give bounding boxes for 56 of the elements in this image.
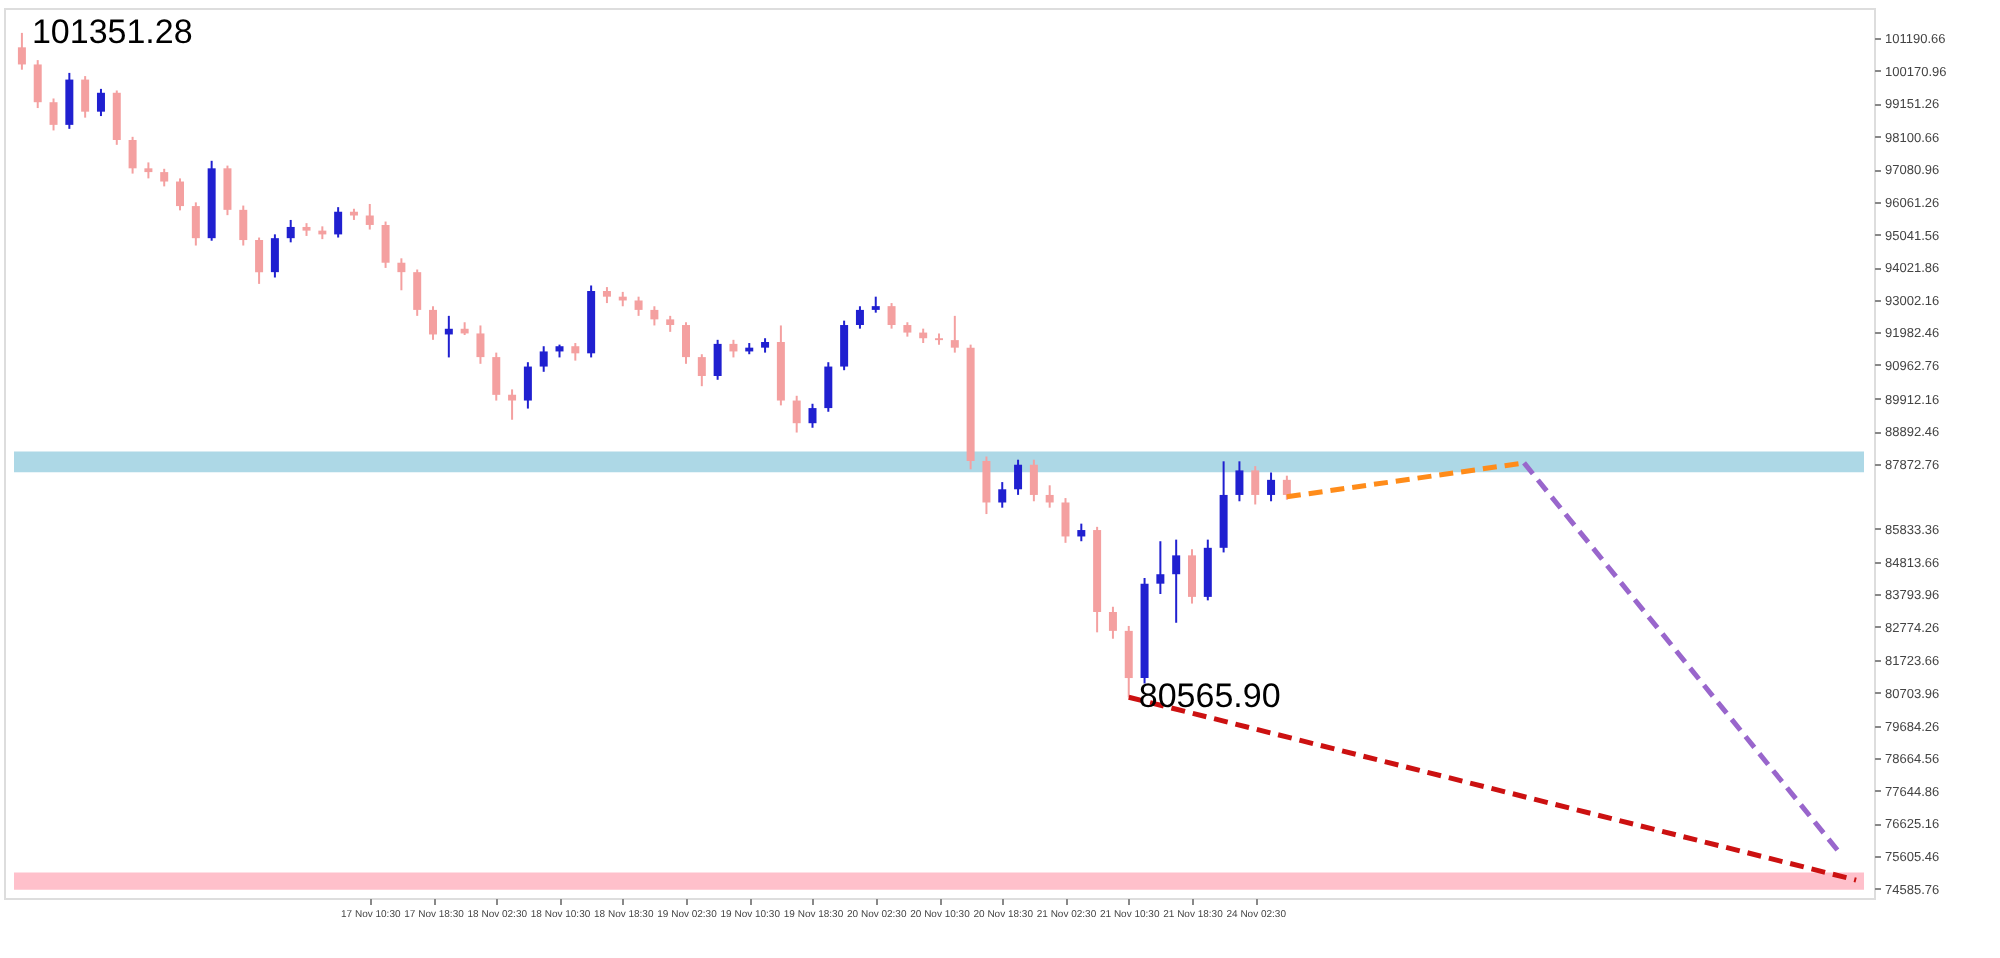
candlestick <box>998 481 1007 509</box>
candlestick <box>697 353 706 388</box>
candlestick <box>682 321 691 365</box>
candlestick <box>824 361 833 413</box>
candlestick <box>1061 497 1070 544</box>
candlestick <box>17 31 26 71</box>
candlestick <box>397 257 406 292</box>
candlestick <box>112 89 121 146</box>
candlestick <box>1172 538 1181 624</box>
annotation: 80565.90 <box>1138 677 1281 716</box>
candlestick <box>855 305 864 330</box>
candlestick <box>49 97 58 132</box>
candlestick <box>650 305 659 327</box>
candlestick <box>1251 465 1260 506</box>
candlestick <box>1235 460 1244 503</box>
candlestick <box>239 204 248 247</box>
candlestick <box>81 75 90 119</box>
annotation: 101351.28 <box>31 12 193 51</box>
candlestick <box>33 59 42 110</box>
candlestick <box>429 305 438 341</box>
candlestick <box>96 87 105 118</box>
candlestick <box>1029 458 1038 503</box>
candlestick <box>508 388 517 421</box>
candlestick <box>223 164 232 217</box>
candlestick <box>191 201 200 247</box>
candlestick <box>176 177 185 212</box>
candlestick <box>982 455 991 516</box>
candlestick <box>413 268 422 317</box>
candlestick <box>476 324 485 365</box>
candlestick <box>255 236 264 285</box>
candlestick <box>1124 624 1133 699</box>
candlestick <box>950 314 959 354</box>
candlestick <box>713 338 722 381</box>
candlestick <box>270 233 279 279</box>
candlestick <box>840 319 849 372</box>
candlestick <box>1267 471 1276 503</box>
candlestick <box>286 218 295 244</box>
candlestick <box>334 206 343 239</box>
candlestick <box>1156 540 1165 595</box>
candlestick <box>523 361 532 410</box>
candlestick <box>539 345 548 373</box>
candlestick <box>492 351 501 402</box>
candlestick <box>808 402 817 429</box>
candlestick <box>365 202 374 231</box>
candlestick <box>792 394 801 434</box>
candlestick <box>887 302 896 330</box>
candlestick <box>65 71 74 130</box>
candlestick <box>634 295 643 317</box>
candlestick <box>128 135 137 175</box>
candlestick <box>1014 458 1023 496</box>
candlestick <box>381 220 390 269</box>
candlestick <box>1045 484 1054 509</box>
candlestick <box>1282 474 1291 501</box>
candlestick <box>1108 605 1117 640</box>
candlestick <box>1187 548 1196 605</box>
candlestick <box>935 332 943 346</box>
